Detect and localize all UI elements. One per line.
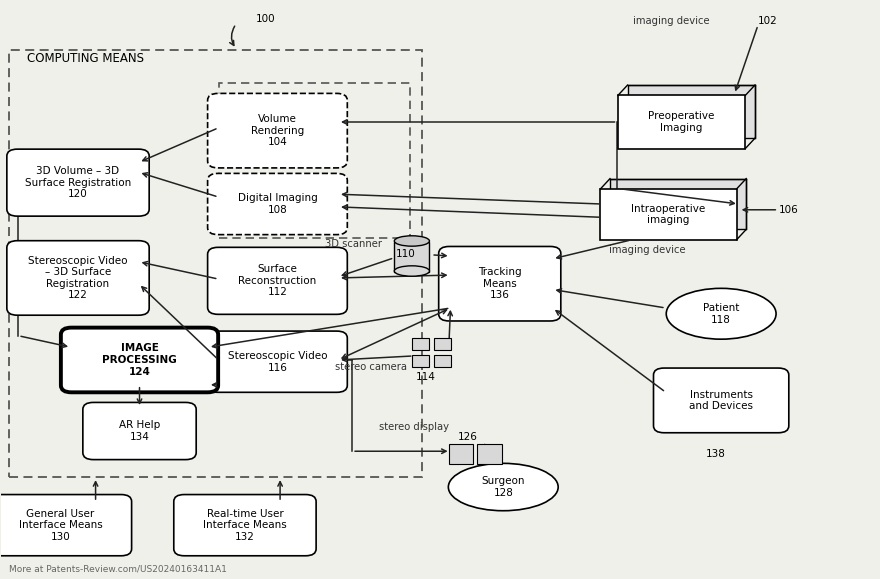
Text: 3D Volume – 3D
Surface Registration
120: 3D Volume – 3D Surface Registration 120	[25, 166, 131, 199]
Text: Stereoscopic Video
– 3D Surface
Registration
122: Stereoscopic Video – 3D Surface Registra…	[28, 255, 128, 301]
FancyBboxPatch shape	[208, 93, 348, 168]
Text: stereo display: stereo display	[378, 422, 449, 432]
FancyBboxPatch shape	[600, 189, 737, 240]
Text: Real-time User
Interface Means
132: Real-time User Interface Means 132	[203, 508, 287, 542]
FancyBboxPatch shape	[434, 338, 451, 350]
Text: 114: 114	[415, 372, 436, 382]
Text: imaging device: imaging device	[609, 245, 686, 255]
FancyBboxPatch shape	[627, 85, 755, 138]
FancyBboxPatch shape	[434, 356, 451, 367]
Text: imaging device: imaging device	[634, 16, 710, 26]
Text: Volume
Rendering
104: Volume Rendering 104	[251, 114, 304, 147]
Text: COMPUTING MEANS: COMPUTING MEANS	[27, 52, 144, 65]
Text: Surgeon
128: Surgeon 128	[481, 477, 525, 498]
Text: General User
Interface Means
130: General User Interface Means 130	[18, 508, 102, 542]
FancyBboxPatch shape	[208, 247, 348, 314]
FancyBboxPatch shape	[7, 241, 150, 315]
Text: 138: 138	[706, 449, 725, 459]
Text: Digital Imaging
108: Digital Imaging 108	[238, 193, 318, 215]
Ellipse shape	[394, 236, 429, 246]
Text: Stereoscopic Video
116: Stereoscopic Video 116	[228, 351, 327, 372]
Text: stereo camera: stereo camera	[334, 362, 407, 372]
FancyBboxPatch shape	[394, 242, 429, 272]
Text: 126: 126	[458, 432, 478, 442]
Text: Tracking
Means
136: Tracking Means 136	[478, 267, 522, 301]
FancyBboxPatch shape	[83, 402, 196, 460]
Text: Patient
118: Patient 118	[703, 303, 739, 325]
FancyBboxPatch shape	[610, 178, 746, 229]
FancyBboxPatch shape	[208, 173, 348, 234]
FancyBboxPatch shape	[208, 331, 348, 393]
Text: Preoperative
Imaging: Preoperative Imaging	[649, 111, 715, 133]
FancyBboxPatch shape	[412, 356, 429, 367]
Ellipse shape	[448, 463, 558, 511]
FancyBboxPatch shape	[618, 96, 745, 149]
Text: 102: 102	[758, 16, 778, 26]
FancyBboxPatch shape	[0, 494, 132, 556]
Text: More at Patents-Review.com/US20240163411A1: More at Patents-Review.com/US20240163411…	[10, 565, 227, 574]
Text: Surface
Reconstruction
112: Surface Reconstruction 112	[238, 264, 317, 298]
Text: 106: 106	[779, 205, 799, 215]
FancyBboxPatch shape	[477, 444, 502, 464]
Text: AR Help
134: AR Help 134	[119, 420, 160, 442]
Text: 100: 100	[255, 14, 275, 24]
FancyBboxPatch shape	[7, 149, 150, 216]
Text: IMAGE
PROCESSING
124: IMAGE PROCESSING 124	[102, 343, 177, 376]
FancyBboxPatch shape	[173, 494, 316, 556]
Text: Instruments
and Devices: Instruments and Devices	[689, 390, 753, 411]
Text: 110: 110	[396, 250, 416, 259]
Ellipse shape	[394, 266, 429, 276]
FancyBboxPatch shape	[654, 368, 788, 433]
Ellipse shape	[666, 288, 776, 339]
FancyBboxPatch shape	[439, 247, 561, 321]
FancyBboxPatch shape	[412, 338, 429, 350]
Text: 3D scanner: 3D scanner	[325, 240, 382, 250]
FancyBboxPatch shape	[449, 444, 473, 464]
Text: Intraoperative
imaging: Intraoperative imaging	[631, 204, 706, 225]
FancyBboxPatch shape	[61, 328, 218, 393]
